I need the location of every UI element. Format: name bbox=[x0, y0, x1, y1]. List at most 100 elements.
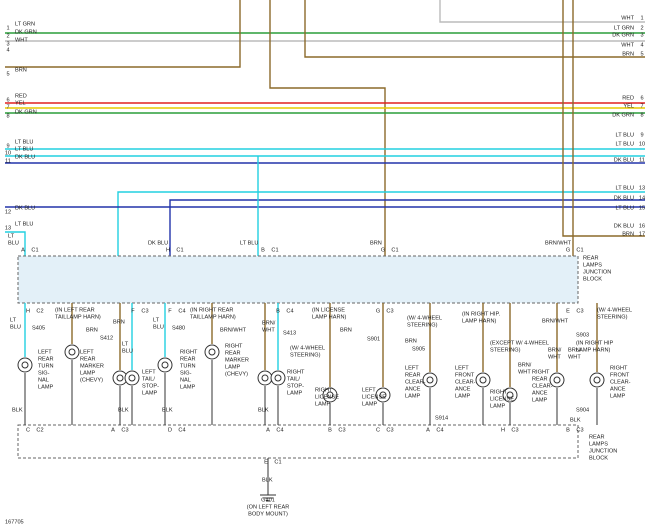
connector-pin: F bbox=[131, 308, 135, 314]
label: BRN/WHT bbox=[545, 240, 572, 246]
label: WHT bbox=[548, 354, 561, 360]
lamp bbox=[322, 387, 338, 403]
label: (W/ 4-WHEEL bbox=[597, 307, 632, 313]
connector-pin: A bbox=[426, 427, 430, 433]
wire-number: 4 bbox=[640, 42, 643, 48]
wire-number: 5 bbox=[6, 71, 9, 77]
connector-pin: E bbox=[566, 308, 570, 314]
lamp-filament bbox=[553, 376, 561, 384]
label: (IN RIGHT HIP. bbox=[462, 311, 500, 317]
wire-color: WHT bbox=[15, 37, 28, 43]
label: CLEAR- bbox=[610, 379, 631, 385]
label: BLOCK bbox=[583, 276, 602, 282]
label: BRN bbox=[405, 338, 417, 344]
lamp-filament bbox=[261, 374, 269, 382]
label: DK BLU bbox=[148, 240, 168, 246]
label: BRN bbox=[86, 327, 98, 333]
wire-color: DK BLU bbox=[614, 195, 634, 201]
connector-name: C3 bbox=[338, 427, 345, 433]
label: TAILLAMP HARN) bbox=[55, 314, 101, 320]
label: SIG- bbox=[38, 370, 50, 376]
label: REAR bbox=[80, 356, 96, 362]
label: BLK bbox=[118, 407, 129, 413]
wire-color: LT BLU bbox=[616, 141, 634, 147]
label: MARKER bbox=[225, 357, 249, 363]
label: RIGHT bbox=[490, 389, 508, 395]
label: LT bbox=[153, 317, 160, 323]
label: LICENSE bbox=[315, 394, 339, 400]
label: 167705 bbox=[5, 519, 24, 525]
wire-number: 14 bbox=[639, 195, 645, 201]
label: REAR bbox=[38, 356, 54, 362]
label: BRN bbox=[370, 240, 382, 246]
label: BLK bbox=[162, 407, 173, 413]
lamp-filament bbox=[116, 374, 124, 382]
label: ANCE bbox=[455, 386, 471, 392]
label: LAMP bbox=[287, 390, 303, 396]
label: ANCE bbox=[532, 390, 548, 396]
label: BLU bbox=[153, 324, 164, 330]
wire-color: DK GRN bbox=[15, 109, 37, 115]
lamp bbox=[475, 372, 491, 388]
wire-number: 3 bbox=[640, 32, 643, 38]
label: WHT bbox=[262, 327, 275, 333]
label: LAMPS bbox=[583, 262, 602, 268]
lamp-filament bbox=[128, 374, 136, 382]
label: (IN RIGHT REAR bbox=[190, 307, 233, 313]
wire-number: 5 bbox=[640, 51, 643, 57]
label: LICENSE bbox=[362, 394, 386, 400]
lamp bbox=[502, 387, 518, 403]
wire-color: DK BLU bbox=[614, 223, 634, 229]
label: BLK bbox=[258, 407, 269, 413]
connector-name: C3 bbox=[511, 427, 518, 433]
connector-pin: C bbox=[376, 427, 380, 433]
label: STOP- bbox=[142, 383, 159, 389]
wire-number: 3 bbox=[6, 41, 9, 47]
connector-pin: B bbox=[261, 247, 265, 253]
label: S405 bbox=[32, 325, 45, 331]
label: STEERING) bbox=[597, 314, 628, 320]
wire-number: 1 bbox=[640, 15, 643, 21]
label: ANCE bbox=[405, 386, 421, 392]
lamp bbox=[64, 344, 80, 360]
label: LEFT bbox=[142, 369, 156, 375]
lamp bbox=[422, 372, 438, 388]
label: BRN/WHT bbox=[220, 327, 247, 333]
label: LICENSE bbox=[490, 396, 514, 402]
connector-name: C2 bbox=[36, 427, 43, 433]
connector-name: C4 bbox=[178, 308, 185, 314]
label: S413 bbox=[283, 330, 296, 336]
junction-block-top bbox=[17, 255, 579, 304]
wire-number: 4 bbox=[6, 47, 9, 53]
label: LEFT bbox=[362, 387, 376, 393]
wire-color: LT BLU bbox=[15, 146, 33, 152]
label: REAR bbox=[405, 372, 421, 378]
connector-pin: D bbox=[168, 427, 172, 433]
connector-name: C1 bbox=[274, 459, 281, 465]
label: RIGHT bbox=[225, 343, 243, 349]
label: RIGHT bbox=[287, 369, 305, 375]
label: LAMP bbox=[80, 370, 96, 376]
wire-color: DK BLU bbox=[15, 154, 35, 160]
wire-number: 2 bbox=[640, 25, 643, 31]
label: TURN bbox=[38, 363, 54, 369]
label: S412 bbox=[100, 335, 113, 341]
label: BLU bbox=[10, 324, 21, 330]
label: LAMP bbox=[532, 397, 548, 403]
lamp bbox=[375, 387, 391, 403]
connector-pin: B bbox=[566, 427, 570, 433]
label: LAMP bbox=[38, 384, 54, 390]
label: BLOCK bbox=[589, 455, 608, 461]
lamp bbox=[204, 344, 220, 360]
label: LAMP bbox=[180, 384, 196, 390]
label: FRONT bbox=[455, 372, 475, 378]
label: CLEAR- bbox=[405, 379, 426, 385]
wire-number: 8 bbox=[6, 113, 9, 119]
wire-color: DK BLU bbox=[15, 205, 35, 211]
wire-color: YEL bbox=[623, 103, 634, 109]
lamps bbox=[17, 303, 605, 425]
wire-number: 2 bbox=[6, 33, 9, 39]
wire-number: 10 bbox=[639, 141, 645, 147]
connector-name: C3 bbox=[386, 308, 393, 314]
label: S904 bbox=[576, 407, 589, 413]
